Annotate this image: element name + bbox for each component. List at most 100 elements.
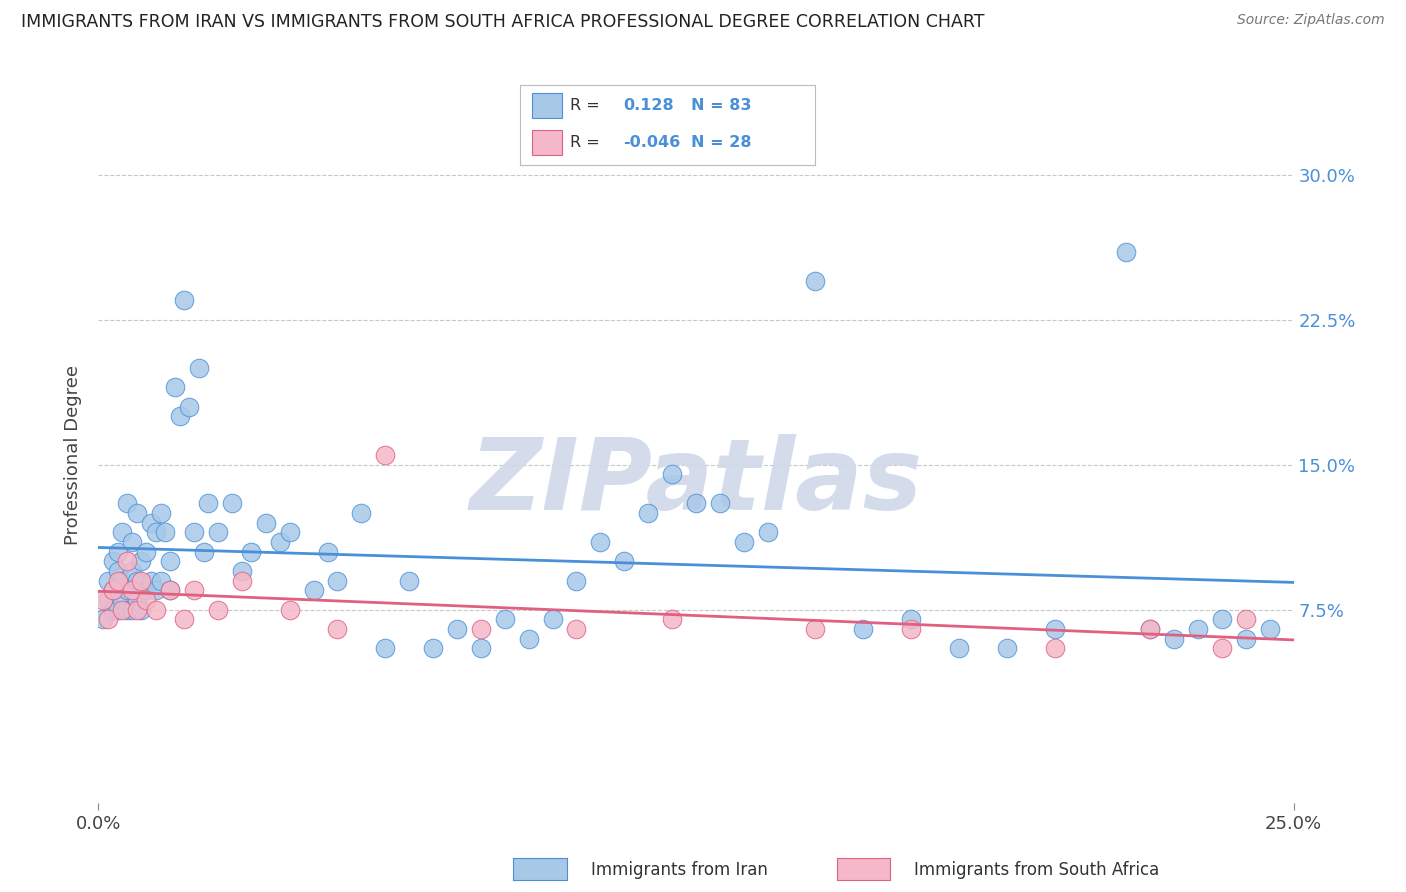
Point xyxy=(470,622,492,636)
Point xyxy=(207,602,229,616)
Point xyxy=(115,583,138,598)
Text: 0.128: 0.128 xyxy=(623,98,675,113)
Point xyxy=(1043,641,1066,656)
Point xyxy=(278,602,301,616)
Point xyxy=(91,612,114,626)
Point xyxy=(101,583,124,598)
Point xyxy=(804,622,827,636)
Point xyxy=(207,525,229,540)
Text: IMMIGRANTS FROM IRAN VS IMMIGRANTS FROM SOUTH AFRICA PROFESSIONAL DEGREE CORRELA: IMMIGRANTS FROM IRAN VS IMMIGRANTS FROM … xyxy=(21,13,984,31)
Point xyxy=(163,380,186,394)
Point xyxy=(101,602,124,616)
Text: ZIPatlas: ZIPatlas xyxy=(470,434,922,532)
Text: N = 83: N = 83 xyxy=(692,98,752,113)
Point xyxy=(115,554,138,568)
Point xyxy=(948,641,970,656)
Point xyxy=(125,506,148,520)
Point xyxy=(111,602,134,616)
Point xyxy=(231,564,253,578)
Point xyxy=(183,583,205,598)
Point xyxy=(121,583,143,598)
Point xyxy=(97,612,120,626)
Point xyxy=(111,592,134,607)
Point xyxy=(661,612,683,626)
Point xyxy=(131,554,153,568)
Point xyxy=(446,622,468,636)
Point xyxy=(350,506,373,520)
Point xyxy=(1211,641,1233,656)
Point xyxy=(1258,622,1281,636)
Point xyxy=(159,554,181,568)
Point xyxy=(756,525,779,540)
Point xyxy=(709,496,731,510)
Point xyxy=(121,602,143,616)
Point xyxy=(145,602,167,616)
Point xyxy=(107,544,129,558)
Point xyxy=(398,574,420,588)
Point xyxy=(1139,622,1161,636)
Point xyxy=(173,293,195,308)
Point xyxy=(589,535,612,549)
Point xyxy=(139,516,162,530)
Point xyxy=(179,400,201,414)
Point xyxy=(302,583,325,598)
Point xyxy=(187,361,209,376)
Point xyxy=(131,602,153,616)
Point xyxy=(149,574,172,588)
Text: Immigrants from Iran: Immigrants from Iran xyxy=(591,861,768,879)
Point xyxy=(155,525,177,540)
Point xyxy=(326,622,349,636)
Point xyxy=(900,612,922,626)
Point xyxy=(145,583,167,598)
Point xyxy=(733,535,755,549)
Point xyxy=(111,525,134,540)
Point xyxy=(107,564,129,578)
Point xyxy=(97,574,120,588)
Point xyxy=(121,535,143,549)
Point xyxy=(470,641,492,656)
Point xyxy=(240,544,263,558)
Point xyxy=(169,409,191,424)
Point xyxy=(374,641,396,656)
Point xyxy=(193,544,215,558)
Point xyxy=(135,544,157,558)
Point xyxy=(1115,245,1137,260)
Point xyxy=(1234,612,1257,626)
Point xyxy=(101,583,124,598)
Point xyxy=(852,622,875,636)
Point xyxy=(197,496,219,510)
Point xyxy=(135,592,157,607)
Point xyxy=(517,632,540,646)
Point xyxy=(121,564,143,578)
Point xyxy=(1234,632,1257,646)
Point xyxy=(107,574,129,588)
Text: Source: ZipAtlas.com: Source: ZipAtlas.com xyxy=(1237,13,1385,28)
Bar xyxy=(531,129,561,155)
Point xyxy=(637,506,659,520)
Point xyxy=(269,535,291,549)
Point xyxy=(422,641,444,656)
Point xyxy=(1043,622,1066,636)
Point xyxy=(125,602,148,616)
Point xyxy=(97,592,120,607)
Point xyxy=(565,574,588,588)
Point xyxy=(1187,622,1209,636)
Point xyxy=(685,496,707,510)
Point xyxy=(107,602,129,616)
Point xyxy=(145,525,167,540)
Point xyxy=(900,622,922,636)
Point xyxy=(661,467,683,482)
Point xyxy=(254,516,277,530)
Point xyxy=(101,554,124,568)
Text: R =: R = xyxy=(571,98,606,113)
Point xyxy=(541,612,564,626)
Point xyxy=(231,574,253,588)
Point xyxy=(613,554,636,568)
Point xyxy=(1139,622,1161,636)
Point xyxy=(139,574,162,588)
Point xyxy=(125,574,148,588)
Point xyxy=(995,641,1018,656)
Point xyxy=(221,496,243,510)
Point xyxy=(1211,612,1233,626)
Point xyxy=(135,583,157,598)
